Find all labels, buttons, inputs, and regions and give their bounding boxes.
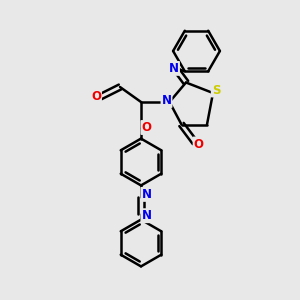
Text: S: S xyxy=(212,83,220,97)
Text: N: N xyxy=(141,209,152,222)
Text: O: O xyxy=(141,121,152,134)
Text: O: O xyxy=(91,89,101,103)
Text: N: N xyxy=(161,94,172,107)
Text: O: O xyxy=(194,137,204,151)
Text: N: N xyxy=(169,62,179,75)
Text: N: N xyxy=(141,188,152,201)
